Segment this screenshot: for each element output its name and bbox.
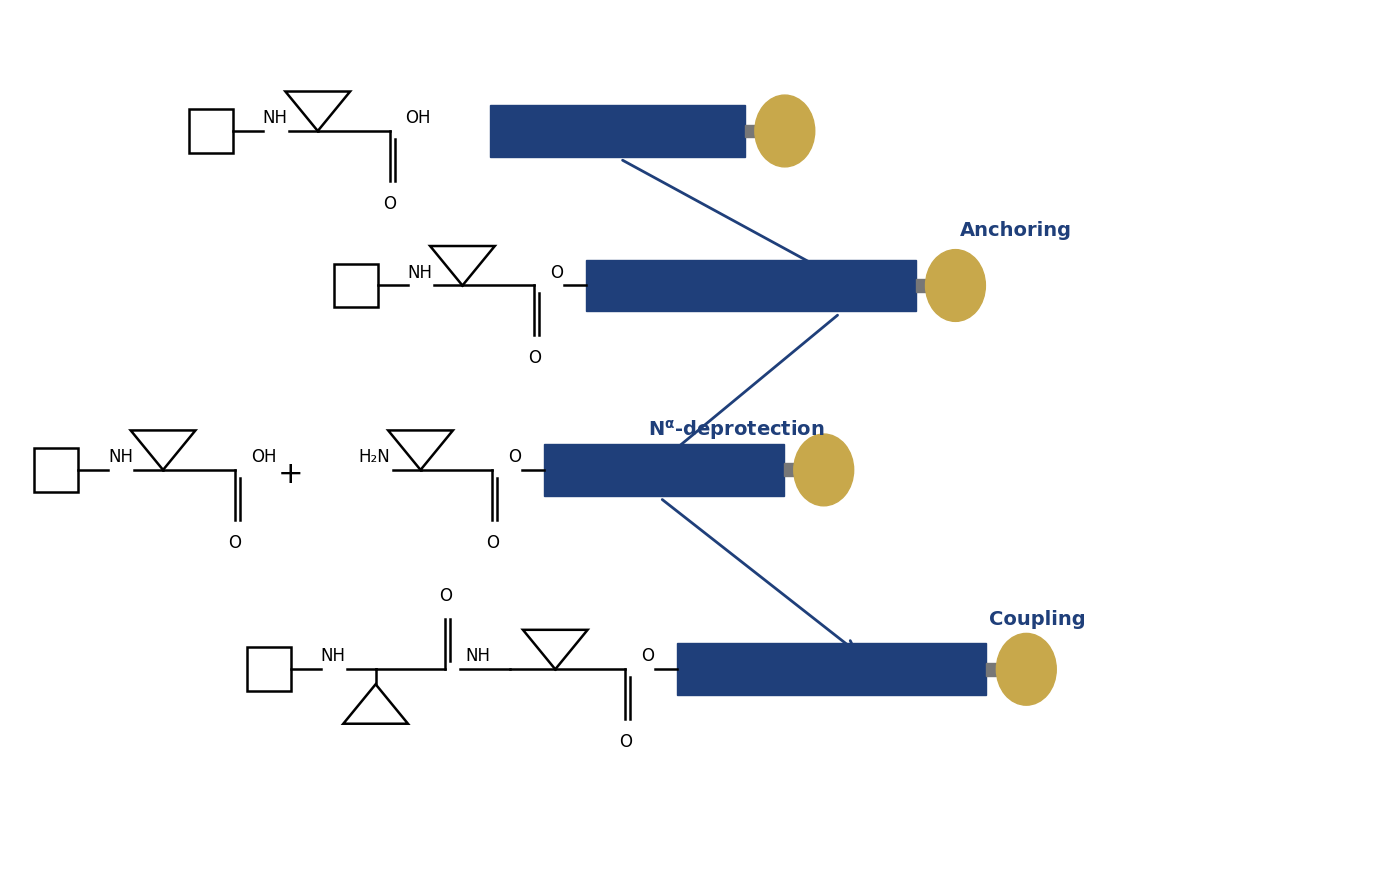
Text: N$^{\mathbf{\alpha}}$-deprotection: N$^{\mathbf{\alpha}}$-deprotection xyxy=(648,418,824,442)
Bar xyxy=(677,644,987,695)
Text: NH: NH xyxy=(263,109,288,127)
Text: H₂N: H₂N xyxy=(359,448,391,466)
Text: O: O xyxy=(508,448,522,466)
Bar xyxy=(545,444,784,496)
Text: O: O xyxy=(439,588,451,606)
Bar xyxy=(744,124,755,138)
Text: NH: NH xyxy=(407,264,432,281)
Ellipse shape xyxy=(755,95,815,167)
Text: O: O xyxy=(486,534,499,551)
Text: O: O xyxy=(228,534,241,551)
Text: +: + xyxy=(278,460,304,489)
Bar xyxy=(189,109,233,153)
Text: O: O xyxy=(383,194,396,213)
Text: NH: NH xyxy=(321,647,345,665)
Ellipse shape xyxy=(926,250,985,321)
Bar xyxy=(34,448,78,492)
Text: O: O xyxy=(619,733,632,751)
Text: OH: OH xyxy=(250,448,277,466)
Bar xyxy=(490,105,744,157)
Text: O: O xyxy=(550,264,563,281)
Text: OH: OH xyxy=(406,109,431,127)
Text: NH: NH xyxy=(465,647,490,665)
Bar xyxy=(784,464,794,476)
Text: O: O xyxy=(528,349,541,368)
Ellipse shape xyxy=(996,633,1057,705)
Ellipse shape xyxy=(794,434,853,506)
Bar xyxy=(334,264,377,307)
Bar xyxy=(987,662,996,676)
Bar xyxy=(586,259,915,312)
Text: O: O xyxy=(641,647,654,665)
Text: Coupling: Coupling xyxy=(989,610,1086,629)
Bar xyxy=(246,647,290,691)
Bar xyxy=(915,279,926,292)
Text: NH: NH xyxy=(109,448,133,466)
Text: Anchoring: Anchoring xyxy=(959,221,1072,240)
